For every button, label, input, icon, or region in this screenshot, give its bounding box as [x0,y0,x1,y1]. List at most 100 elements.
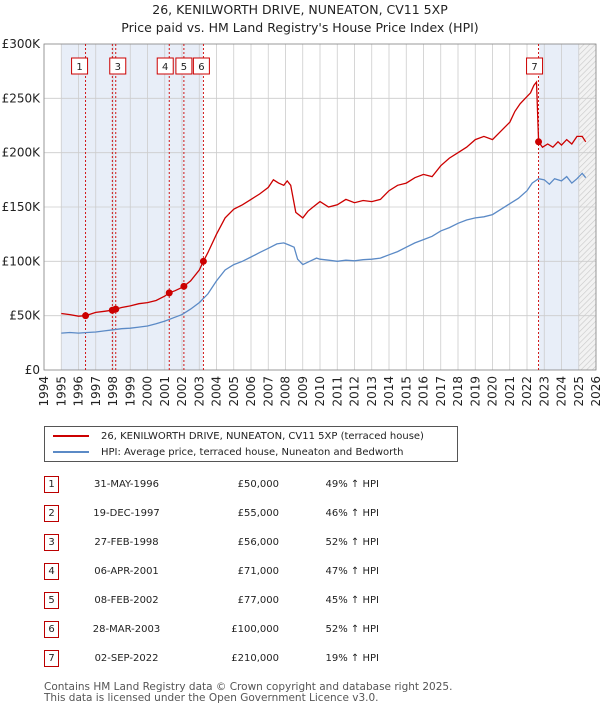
transaction-hpi-change: 52% ↑ HPI [325,624,379,635]
footer-copyright: Contains HM Land Registry data © Crown c… [44,681,453,693]
transaction-hpi-change: 52% ↑ HPI [325,537,379,548]
x-tick-label: 2023 [537,376,551,407]
property-price-line [61,80,587,317]
legend-property-label: 26, KENILWORTH DRIVE, NUNEATON, CV11 5XP… [101,430,424,442]
sale-label-text: 1 [76,62,82,73]
sale-label-4: 4 [156,57,174,75]
transaction-number-badge: 2 [44,505,59,522]
table-row: 3 27-FEB-1998 £56,000 52% ↑ HPI [44,528,379,557]
transaction-price: £71,000 [237,566,279,577]
sale-label-text: 5 [181,62,187,73]
transaction-date: 31-MAY-1996 [93,479,159,490]
transaction-hpi-change: 45% ↑ HPI [325,595,379,606]
transaction-price: £56,000 [237,537,279,548]
sale-label-text: 7 [531,62,537,73]
transaction-number-badge: 6 [44,621,59,638]
transaction-date: 28-MAR-2003 [92,624,161,635]
chart-legend: 26, KENILWORTH DRIVE, NUNEATON, CV11 5XP… [44,426,458,462]
x-tick-label: 2024 [555,376,569,407]
chart-title-line1: 26, KENILWORTH DRIVE, NUNEATON, CV11 5XP [152,2,448,17]
legend-hpi-label: HPI: Average price, terraced house, Nune… [101,446,404,458]
transaction-price: £100,000 [231,624,279,635]
x-tick-label: 2011 [330,376,344,407]
x-tick-label: 1994 [37,376,51,407]
x-tick-label: 1995 [54,376,68,407]
x-tick-label: 2022 [520,376,534,407]
x-tick-label: 2012 [348,376,362,407]
sale-point [82,312,90,320]
sale-label-box [175,57,193,75]
transaction-hpi-change: 19% ↑ HPI [325,653,379,664]
x-tick-label: 2010 [313,376,327,407]
sale-point [165,289,173,297]
transaction-number-badge: 7 [44,650,59,667]
y-tick-label: £50K [9,309,41,323]
y-tick-label: £300K [2,37,42,51]
sale-label-text: 3 [115,62,121,73]
x-tick-label: 1996 [72,376,86,407]
x-tick-label: 2014 [382,376,396,407]
table-row: 2 19-DEC-1997 £55,000 46% ↑ HPI [44,499,379,528]
transaction-hpi-change: 47% ↑ HPI [325,566,379,577]
footer: Contains HM Land Registry data © Crown c… [44,682,452,704]
transaction-price: £50,000 [237,479,279,490]
x-tick-label: 2018 [451,376,465,407]
price-chart: £0 £50K £100K £150K £200K £250K £300K 1994 1995 1… [2,37,600,407]
transaction-number-badge: 5 [44,592,59,609]
sale-point [112,305,120,313]
transaction-price: £77,000 [237,595,279,606]
table-row: 4 06-APR-2001 £71,000 47% ↑ HPI [44,557,379,586]
sale-point [535,138,543,146]
hpi-line [61,172,587,334]
x-tick-label: 2025 [572,376,586,407]
y-tick-label: £100K [2,254,42,268]
transaction-number-badge: 4 [44,563,59,580]
transaction-number-badge: 1 [44,476,59,493]
plot-frame [43,43,597,371]
transactions-table: 1 31-MAY-1996 £50,000 49% ↑ HPI 2 19-DEC-1997… [44,470,379,673]
transaction-date: 06-APR-2001 [94,566,159,577]
sale-label-text: 4 [162,62,168,73]
x-tick-label: 2004 [210,376,224,407]
sale-label-6: 6 [192,57,210,75]
chart-title-line2: Price paid vs. HM Land Registry's House … [121,20,479,35]
legend-entry-hpi: HPI: Average price, terraced house, Nune… [53,445,404,459]
x-tick-label: 2006 [244,376,258,407]
x-tick-label: 2013 [365,376,379,407]
x-tick-label: 2002 [175,376,189,407]
x-tick-label: 2008 [279,376,293,407]
x-tick-label: 1997 [89,376,103,407]
y-tick-label: £0 [25,363,40,377]
x-tick-label: 2009 [296,376,310,407]
x-tick-label: 2026 [589,376,600,407]
table-row: 1 31-MAY-1996 £50,000 49% ↑ HPI [44,470,379,499]
legend-red-line [53,435,89,437]
transaction-date: 27-FEB-1998 [94,537,159,548]
transaction-price: £55,000 [237,508,279,519]
x-tick-label: 2019 [468,376,482,407]
x-tick-label: 2017 [434,376,448,407]
x-tick-label: 2021 [503,376,517,407]
x-tick-label: 2001 [158,376,172,407]
y-tick-label: £150K [2,200,42,214]
sale-label-box [192,57,210,75]
sale-point [180,282,188,290]
transaction-number-badge: 3 [44,534,59,551]
sale-label-1: 1 [71,57,89,75]
sale-label-box [156,57,174,75]
transaction-date: 02-SEP-2022 [94,653,159,664]
sale-label-3: 3 [109,57,127,75]
legend-entry-property: 26, KENILWORTH DRIVE, NUNEATON, CV11 5XP… [53,429,424,443]
sale-label-text: 6 [198,62,204,73]
x-tick-label: 2003 [192,376,206,407]
y-tick-label: £200K [2,146,42,160]
x-tick-label: 1999 [123,376,137,407]
x-tick-label: 2007 [261,376,275,407]
transaction-hpi-change: 46% ↑ HPI [325,508,379,519]
x-tick-label: 2020 [486,376,500,407]
x-tick-label: 2005 [227,376,241,407]
x-tick-label: 2016 [417,376,431,407]
transaction-price: £210,000 [231,653,279,664]
table-row: 5 08-FEB-2002 £77,000 45% ↑ HPI [44,586,379,615]
sale-label-box [526,57,544,75]
